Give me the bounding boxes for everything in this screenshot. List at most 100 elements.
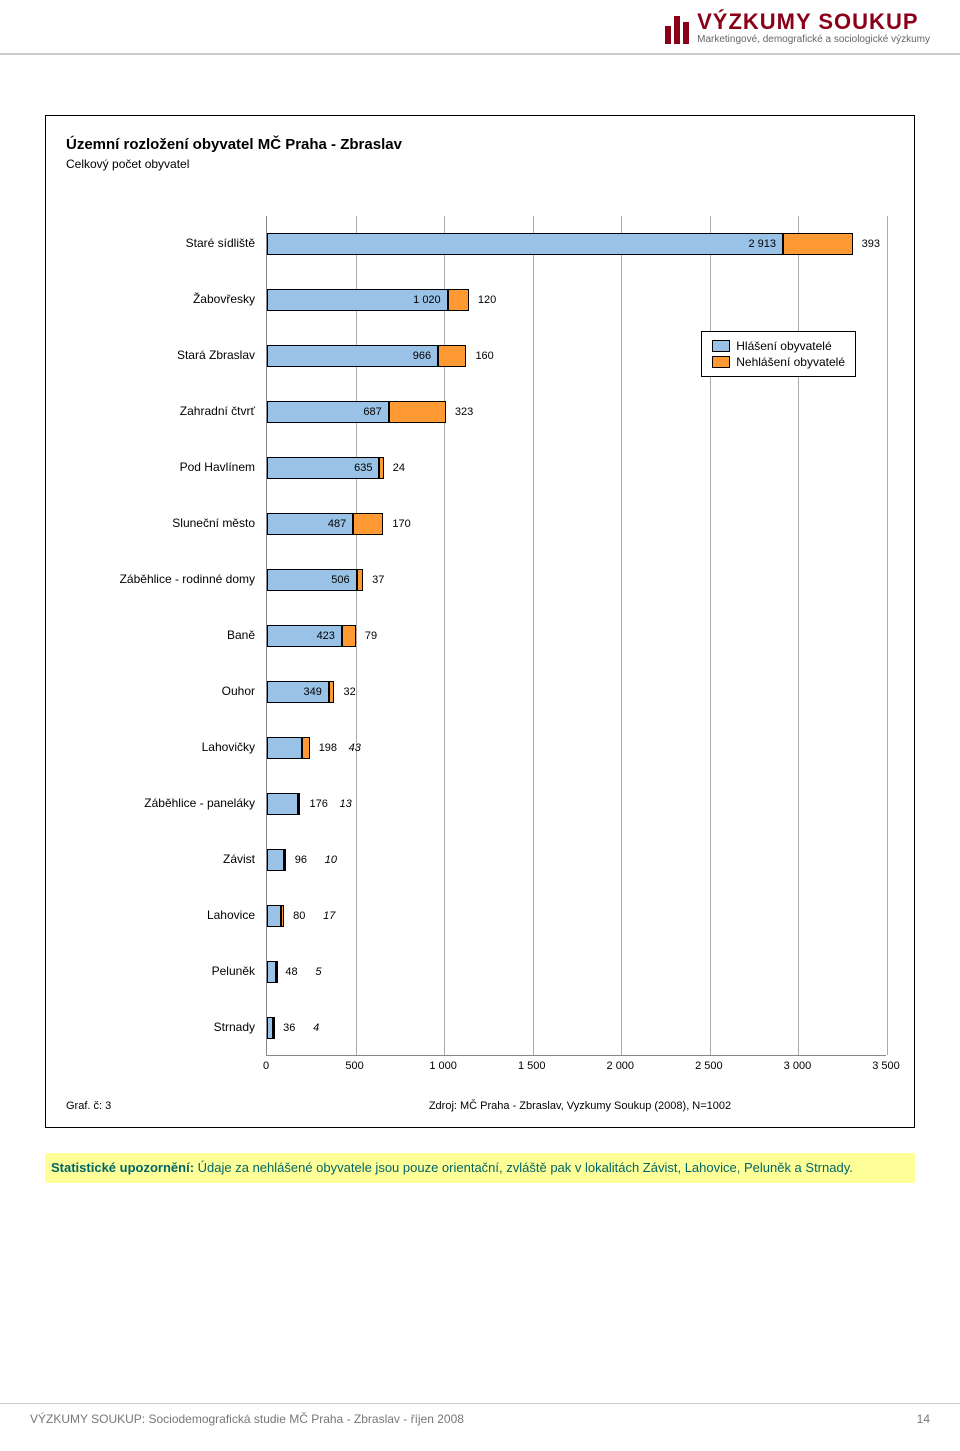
category-label: Sluneční město xyxy=(77,516,267,532)
bar-series-b: 24 xyxy=(379,457,383,479)
bar-value-a: 2 913 xyxy=(748,238,776,250)
x-tick-label: 1 500 xyxy=(518,1060,546,1072)
bar-value-a: 1 020 xyxy=(413,294,441,306)
note-bold: Statistické upozornění: xyxy=(51,1160,194,1175)
x-tick-label: 3 500 xyxy=(872,1060,900,1072)
page-header: VÝZKUMY SOUKUP Marketingové, demografick… xyxy=(0,0,960,55)
bar-pair: 32349 xyxy=(267,681,886,703)
legend-swatch xyxy=(712,356,730,368)
chart-row: Žabovřesky1201 020 xyxy=(267,272,886,328)
chart-row: Strnady436 xyxy=(267,1000,886,1056)
bar-series-b: 5 xyxy=(276,961,278,983)
bar-series-b: 10 xyxy=(284,849,286,871)
bar-pair: 43198 xyxy=(267,737,886,759)
bar-series-a: 423 xyxy=(267,625,342,647)
bar-value-b: 17 xyxy=(323,910,335,922)
chart-container: Územní rozložení obyvatel MČ Praha - Zbr… xyxy=(45,115,915,1128)
chart-row: Ouhor32349 xyxy=(267,664,886,720)
chart-row: Zahradní čtvrť323687 xyxy=(267,384,886,440)
bar-pair: 393 2 913 xyxy=(267,233,886,255)
bar-series-a: 1 020 xyxy=(267,289,448,311)
bar-series-b: 32 xyxy=(329,681,335,703)
chart-row: Pod Havlínem24635 xyxy=(267,440,886,496)
bar-series-b: 37 xyxy=(357,569,364,591)
legend-item: Hlášení obyvatelé xyxy=(712,338,845,354)
bar-value-a: 36 xyxy=(283,1022,295,1034)
category-label: Zahradní čtvrť xyxy=(77,404,267,420)
chart-plot: Hlášení obyvateléNehlášení obyvatelé Sta… xyxy=(266,216,886,1056)
logo-title: VÝZKUMY SOUKUP xyxy=(697,10,930,34)
category-label: Lahovičky xyxy=(77,740,267,756)
chart-row: Závist1096 xyxy=(267,832,886,888)
bar-pair: 323 687 xyxy=(267,401,886,423)
bar-series-a: 48 xyxy=(267,961,276,983)
bar-series-a: 487 xyxy=(267,513,353,535)
bar-value-a: 48 xyxy=(285,966,297,978)
bar-series-b: 160 xyxy=(438,345,466,367)
bar-value-b: 32 xyxy=(343,686,355,698)
chart-row: Baně79423 xyxy=(267,608,886,664)
bar-pair: 13 176 xyxy=(267,793,886,815)
legend-swatch xyxy=(712,340,730,352)
bar-pair: 24 635 xyxy=(267,457,886,479)
legend-item: Nehlášení obyvatelé xyxy=(712,354,845,370)
bar-pair: 436 xyxy=(267,1017,886,1039)
bar-pair: 79423 xyxy=(267,625,886,647)
logo-text: VÝZKUMY SOUKUP Marketingové, demografick… xyxy=(697,10,930,45)
bar-value-a: 176 xyxy=(309,798,327,810)
legend-label: Nehlášení obyvatelé xyxy=(736,355,845,369)
x-tick-label: 2 000 xyxy=(607,1060,635,1072)
bar-value-b: 393 xyxy=(862,238,880,250)
x-tick-label: 1 000 xyxy=(429,1060,457,1072)
plot-area: Hlášení obyvateléNehlášení obyvatelé Sta… xyxy=(266,216,886,1056)
gridline xyxy=(887,216,888,1055)
bar-series-a: 96 xyxy=(267,849,284,871)
chart-row: Staré sídliště3932 913 xyxy=(267,216,886,272)
logo-bar xyxy=(665,26,671,44)
bar-value-a: 687 xyxy=(363,406,381,418)
x-axis-ticks: 05001 0001 5002 0002 5003 0003 500 xyxy=(266,1060,886,1080)
footer-page-number: 14 xyxy=(917,1412,930,1426)
bar-value-b: 323 xyxy=(455,406,473,418)
logo: VÝZKUMY SOUKUP Marketingové, demografick… xyxy=(665,10,930,45)
chart-footer-row: Graf. č: 3 Zdroj: MČ Praha - Zbraslav, V… xyxy=(66,1100,894,1112)
chart-row: Záběhlice - rodinné domy37506 xyxy=(267,552,886,608)
category-label: Žabovřesky xyxy=(77,292,267,308)
bar-value-a: 80 xyxy=(293,910,305,922)
note-text: Údaje za nehlášené obyvatele jsou pouze … xyxy=(194,1160,853,1175)
category-label: Stará Zbraslav xyxy=(77,348,267,364)
bar-pair: 170 487 xyxy=(267,513,886,535)
category-label: Závist xyxy=(77,852,267,868)
bar-value-b: 170 xyxy=(392,518,410,530)
chart-row: Záběhlice - paneláky13176 xyxy=(267,776,886,832)
category-label: Strnady xyxy=(77,1020,267,1036)
chart-row: Lahovičky43198 xyxy=(267,720,886,776)
bar-series-a: 36 xyxy=(267,1017,273,1039)
chart-row: Lahovice1780 xyxy=(267,888,886,944)
bar-series-b: 13 xyxy=(298,793,300,815)
bar-series-b: 393 xyxy=(783,233,853,255)
bar-series-a: 506 xyxy=(267,569,357,591)
bar-value-a: 487 xyxy=(328,518,346,530)
category-label: Staré sídliště xyxy=(77,236,267,252)
bar-series-b: 170 xyxy=(353,513,383,535)
bar-series-a: 349 xyxy=(267,681,329,703)
bar-value-a: 423 xyxy=(317,630,335,642)
bar-pair: 120 1 020 xyxy=(267,289,886,311)
bar-value-b: 120 xyxy=(478,294,496,306)
bar-series-b: 43 xyxy=(302,737,310,759)
category-label: Peluněk xyxy=(77,964,267,980)
bar-value-a: 635 xyxy=(354,462,372,474)
logo-bar xyxy=(683,22,689,44)
x-tick-label: 0 xyxy=(263,1060,269,1072)
bar-series-a: 635 xyxy=(267,457,379,479)
legend-label: Hlášení obyvatelé xyxy=(736,339,831,353)
page-body: Územní rozložení obyvatel MČ Praha - Zbr… xyxy=(0,55,960,1203)
bar-series-a: 198 xyxy=(267,737,302,759)
category-label: Ouhor xyxy=(77,684,267,700)
chart-row: Peluněk548 xyxy=(267,944,886,1000)
bar-series-b: 323 xyxy=(389,401,446,423)
chart-row: Sluneční město170487 xyxy=(267,496,886,552)
x-tick-label: 3 000 xyxy=(784,1060,812,1072)
bar-series-a: 966 xyxy=(267,345,438,367)
